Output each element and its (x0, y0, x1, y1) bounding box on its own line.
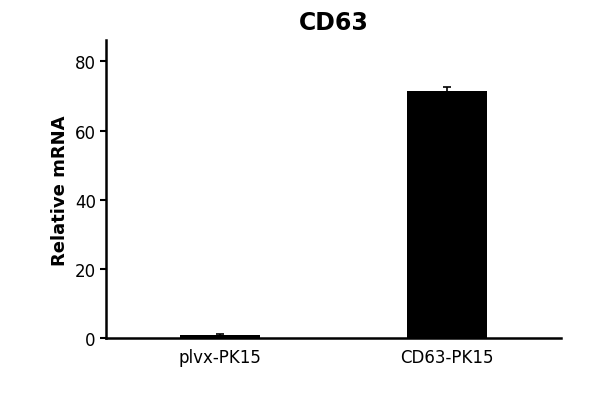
Y-axis label: Relative mRNA: Relative mRNA (51, 115, 69, 265)
Bar (407, 91, 487, 339)
Bar (180, 335, 260, 339)
Title: CD63: CD63 (299, 11, 368, 35)
